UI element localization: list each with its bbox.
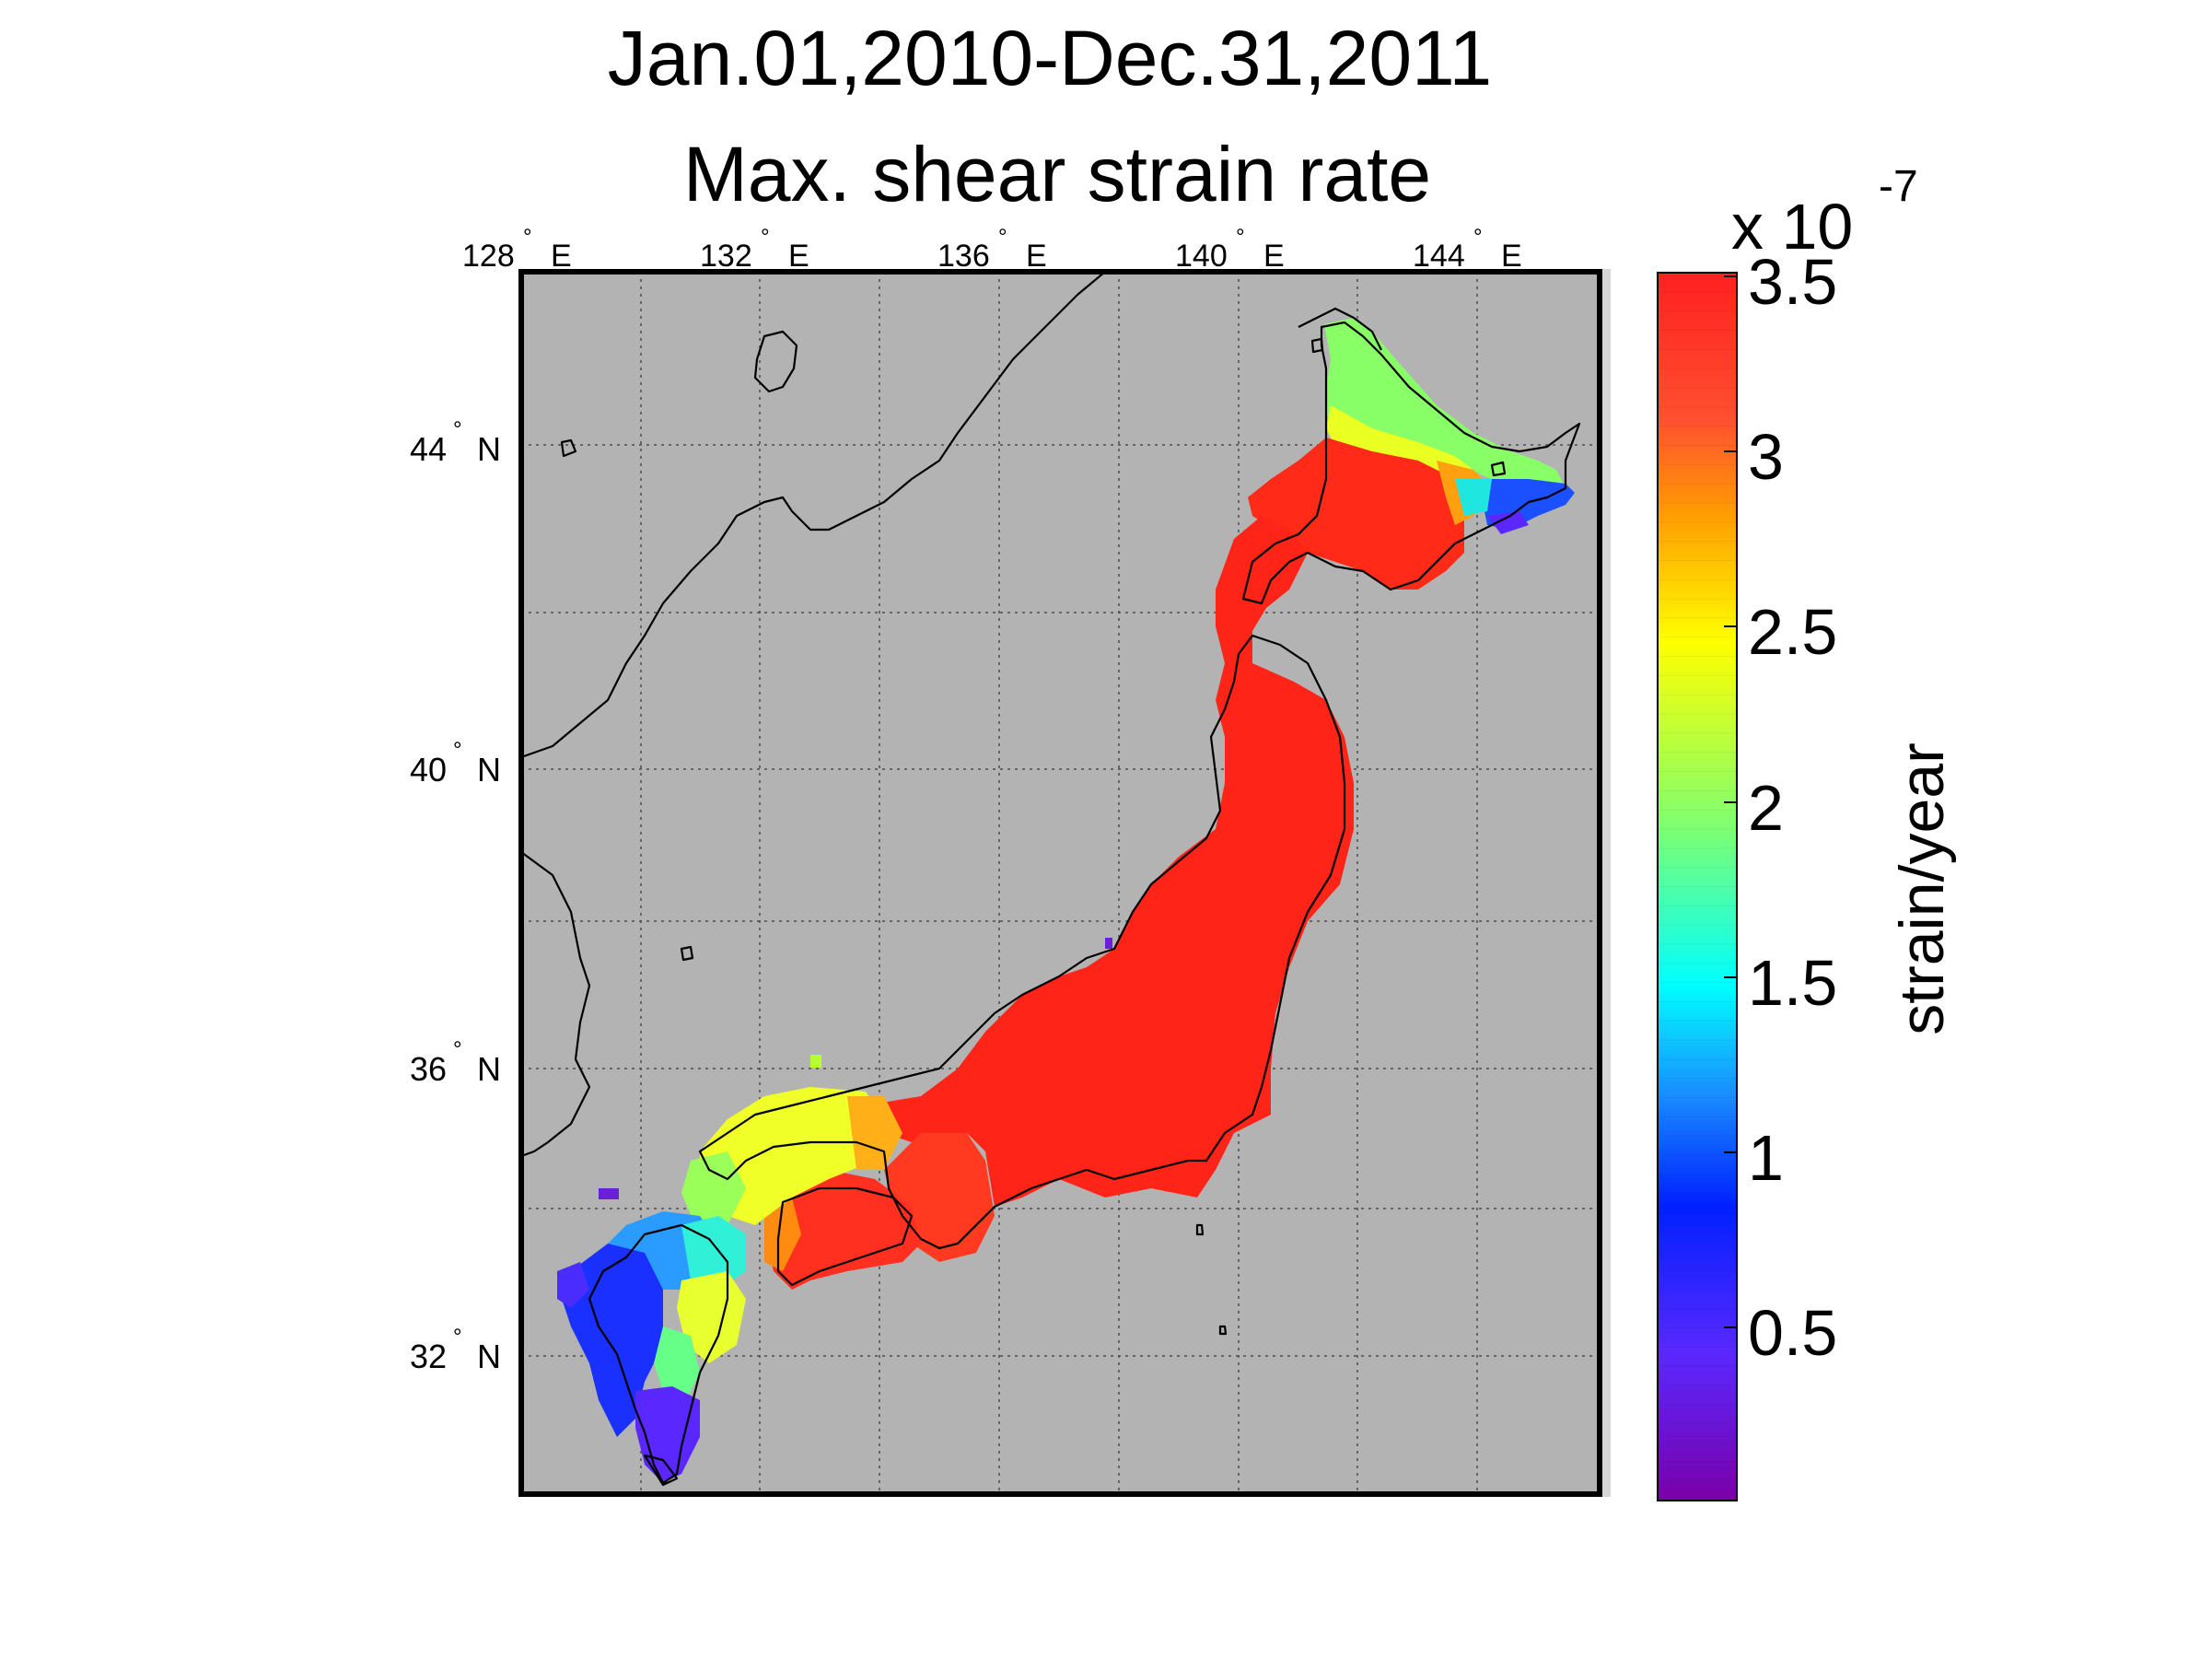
strain-region-kyushu-green xyxy=(654,1326,700,1400)
colorbar-tick-label: 1.5 xyxy=(1748,947,1837,1019)
lat-degree-symbol: ° xyxy=(453,1325,462,1349)
colorbar-exponent-power: -7 xyxy=(1879,162,1918,211)
lat-tick-40: 40 ° N xyxy=(410,738,501,789)
strain-region-kyushu-cyan xyxy=(681,1216,746,1290)
strain-region-chugoku-orange xyxy=(847,1096,902,1170)
lat-tick-36: 36 ° N xyxy=(410,1037,501,1088)
strain-region-kyushu-central xyxy=(677,1271,746,1363)
strain-region-kyushu-far-west xyxy=(557,1262,589,1308)
colorbar-tick-label: 3.5 xyxy=(1748,246,1837,318)
lon-tick-suffix: E xyxy=(1026,239,1047,274)
strain-region-hokkaido-central xyxy=(1248,438,1464,590)
lat-degree-symbol: ° xyxy=(453,417,462,442)
lon-degree-symbol: ° xyxy=(523,225,532,250)
map-panel xyxy=(518,269,1611,1497)
strain-region-shikoku-orange xyxy=(764,1198,801,1271)
colorbar-tick-label: 3 xyxy=(1748,421,1784,493)
lon-tick-label: 128 xyxy=(462,239,515,274)
colorbar-tick-labels: 3.5 3 2.5 2 1.5 1 0.5 xyxy=(1748,246,1837,1369)
strain-region-hokkaido-violet xyxy=(1487,511,1529,534)
strain-region-shikoku xyxy=(764,1170,921,1290)
strain-speck-2 xyxy=(810,1055,821,1068)
lon-degree-symbol: ° xyxy=(1473,225,1483,250)
lat-axis: 44 ° N 40 ° N 36 ° N 32 ° N xyxy=(410,417,501,1375)
lat-tick-label: 40 xyxy=(410,751,447,789)
colorbar-exponent-base: x 10 xyxy=(1731,191,1853,263)
lon-tick-140: 140 ° E xyxy=(1175,225,1285,274)
lon-tick-144: 144 ° E xyxy=(1413,225,1522,274)
lon-tick-suffix: E xyxy=(1501,239,1522,274)
lon-degree-symbol: ° xyxy=(761,225,770,250)
lat-degree-symbol: ° xyxy=(453,738,462,763)
colorbar-unit-label: strain/year xyxy=(1887,742,1957,1034)
map-frame xyxy=(518,269,1602,1497)
colorbar-tick-label: 0.5 xyxy=(1748,1297,1837,1369)
colorbar-tick-label: 2 xyxy=(1748,772,1784,844)
lat-tick-label: 36 xyxy=(410,1050,447,1088)
lat-tick-32: 32 ° N xyxy=(410,1325,501,1375)
strain-speck-1 xyxy=(599,1188,619,1199)
colorbar-tick-label: 1 xyxy=(1748,1122,1784,1194)
lon-tick-136: 136 ° E xyxy=(937,225,1047,274)
title-line-2: Max. shear strain rate xyxy=(683,131,1431,217)
lon-tick-suffix: E xyxy=(551,239,572,274)
lon-tick-label: 140 xyxy=(1175,239,1228,274)
lat-tick-suffix: N xyxy=(477,1338,501,1375)
lon-axis: 128 ° E 132 ° E 136 ° E 140 ° E 144 ° E xyxy=(462,225,1522,274)
colorbar-exponent: x 10 -7 xyxy=(1731,162,1918,263)
lon-tick-128: 128 ° E xyxy=(462,225,572,274)
lon-tick-suffix: E xyxy=(788,239,809,274)
lon-tick-label: 132 xyxy=(700,239,752,274)
lat-tick-44: 44 ° N xyxy=(410,417,501,468)
strain-region-hokkaido-yellow xyxy=(1326,405,1473,474)
lon-tick-suffix: E xyxy=(1263,239,1285,274)
colorbar-ticks xyxy=(1724,275,1737,1328)
lon-tick-label: 136 xyxy=(937,239,990,274)
strain-region-chugoku-west xyxy=(681,1151,746,1225)
lat-tick-suffix: N xyxy=(477,751,501,789)
lon-tick-132: 132 ° E xyxy=(700,225,809,274)
lon-tick-label: 144 xyxy=(1413,239,1465,274)
lon-degree-symbol: ° xyxy=(998,225,1007,250)
colorbar-tick-label: 2.5 xyxy=(1748,596,1837,668)
lat-tick-label: 32 xyxy=(410,1338,447,1375)
lat-tick-suffix: N xyxy=(477,1050,501,1088)
strain-field xyxy=(557,318,1575,1483)
colorbar: 3.5 3 2.5 2 1.5 1 0.5 x 10 -7 strain/yea… xyxy=(1657,162,1957,1501)
colorbar-gradient xyxy=(1657,272,1738,1501)
coastlines xyxy=(521,272,1581,1487)
strain-speck-3 xyxy=(1105,938,1112,949)
lat-degree-symbol: ° xyxy=(453,1037,462,1062)
lon-degree-symbol: ° xyxy=(1236,225,1245,250)
strain-region-hokkaido-cyan xyxy=(1455,479,1492,516)
title-line-1: Jan.01,2010-Dec.31,2011 xyxy=(608,15,1493,101)
colorbar-bands xyxy=(1659,291,1736,1482)
lat-tick-label: 44 xyxy=(410,430,447,468)
strain-region-hokkaido-north xyxy=(1324,318,1566,497)
lat-tick-suffix: N xyxy=(477,430,501,468)
